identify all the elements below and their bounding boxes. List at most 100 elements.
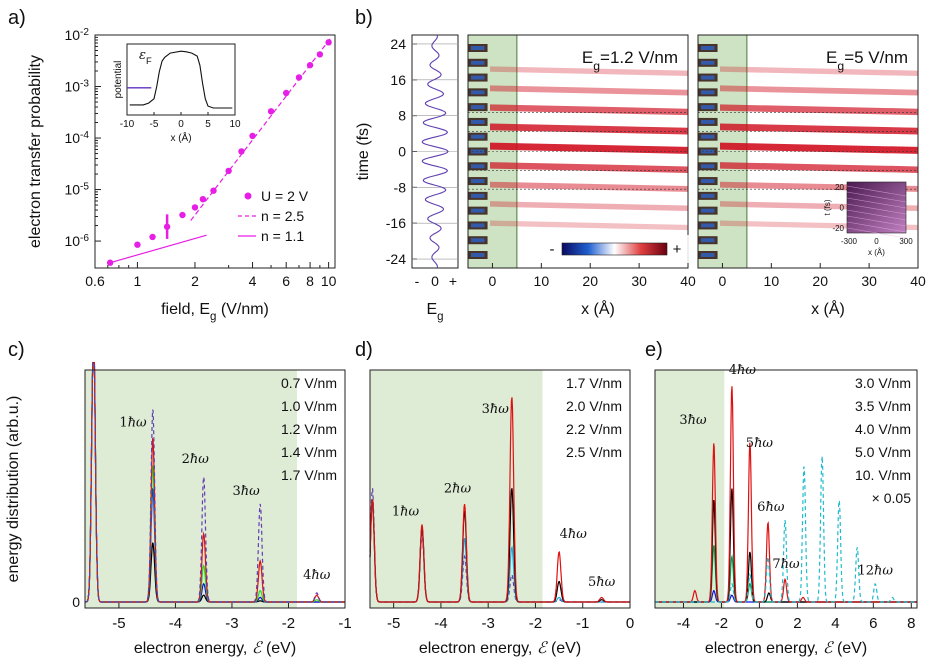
- emission-band: [490, 104, 688, 116]
- metal-stripe-inner: [701, 45, 715, 50]
- x-tick-label-e: -4: [677, 615, 690, 632]
- spectrum-line-e-4: [655, 456, 917, 603]
- y-axis-label-a: electron transfer probability: [27, 55, 44, 248]
- legend-label-e-1: 3.5 V/nm: [855, 398, 911, 414]
- y-tick-label-b: 8: [398, 108, 406, 124]
- field-waveform: [421, 34, 449, 269]
- emission-band: [490, 142, 688, 154]
- x-axis-label-c: electron energy, ℰ (eV): [134, 638, 296, 657]
- metal-stripe-inner: [701, 208, 715, 213]
- y-tick-label-b: 24: [390, 36, 406, 52]
- emission-band: [490, 123, 688, 135]
- emission-band: [720, 104, 918, 116]
- inset-potential-curve: [129, 50, 233, 109]
- data-point-a: [134, 241, 141, 248]
- y-axis-label-b: time (fs): [355, 123, 372, 181]
- shaded-region-c: [85, 370, 297, 608]
- inset-stripe: [846, 227, 907, 239]
- data-point-a: [179, 211, 186, 219]
- metal-stripe-inner: [471, 75, 485, 80]
- x-tick-label-a: 10: [321, 273, 337, 289]
- inset-b-y-tick-label: -20: [832, 224, 844, 233]
- colorbar-minus-label: -: [550, 241, 555, 258]
- legend-label-e-4: 10. V/nm: [855, 467, 911, 483]
- colorbar-plus-label: +: [673, 241, 682, 258]
- y-tick-label-b: -24: [386, 251, 406, 267]
- harmonic-label-c: 2ħω: [182, 452, 210, 467]
- harmonic-label-d: 4ħω: [560, 527, 588, 542]
- inset-b-x-tick-label: 0: [874, 237, 879, 246]
- y-tick-label-b: 0: [398, 144, 406, 160]
- x-tick-label-c: -3: [225, 615, 238, 632]
- x-tick-label-a: 0.6: [85, 273, 105, 289]
- map-x-tick-label: 40: [910, 273, 926, 289]
- metal-stripe-inner: [701, 253, 715, 258]
- data-point-a: [306, 61, 314, 69]
- x-tick-label-a: 6: [282, 273, 290, 289]
- data-point-a: [191, 204, 199, 211]
- inset-stripe: [846, 191, 907, 203]
- metal-stripe-inner: [471, 119, 485, 124]
- map-x-tick-label: 0: [719, 273, 727, 289]
- metal-stripe-inner: [701, 164, 715, 169]
- legend-label-d-2: 2.2 V/nm: [566, 421, 622, 437]
- x-tick-label-e: 6: [869, 615, 877, 632]
- emission-band: [720, 123, 918, 135]
- metal-stripe-inner: [701, 134, 715, 139]
- metal-stripe-inner: [471, 105, 485, 110]
- legend-label-e-3: 5.0 V/nm: [855, 444, 911, 460]
- metal-stripe-inner: [471, 45, 485, 50]
- spectrum-line-d-3: [369, 397, 630, 603]
- map-x-axis-label: x (Å): [811, 299, 845, 318]
- inset-fermi-label: εF: [139, 48, 152, 66]
- map-frame-1: [697, 34, 919, 269]
- y-tick-label-b: -8: [394, 179, 407, 195]
- x-tick-label-d: -4: [434, 615, 447, 632]
- emission-band: [490, 181, 688, 192]
- panel-c: c) -5 -4 -3 -2 -1 electron energy, ℰ (eV) 0 ener…: [5, 339, 352, 657]
- harmonic-label-d: 5ħω: [588, 575, 616, 590]
- x-tick-label-c: -1: [338, 615, 351, 632]
- inset-b-y-label: t (fs): [823, 199, 832, 215]
- legend-label-n11: n = 1.1: [261, 228, 304, 244]
- harmonic-label-e: 12ħω: [857, 564, 893, 579]
- map-x-tick-label: 40: [680, 273, 696, 289]
- x-tick-label-e: -2: [715, 615, 728, 632]
- legend-label-d-3: 2.5 V/nm: [566, 444, 622, 460]
- data-point-a: [149, 233, 156, 241]
- map-x-tick-label: 30: [861, 273, 877, 289]
- emission-band: [720, 66, 918, 77]
- metal-stripe-inner: [471, 253, 485, 258]
- harmonic-label-e: 5ħω: [746, 436, 774, 451]
- y-axis-label-c: energy distribution (arb.u.): [5, 396, 22, 583]
- map-x-tick-label: 10: [764, 273, 780, 289]
- emission-band: [490, 66, 688, 77]
- harmonic-label-e: 7ħω: [772, 557, 800, 572]
- x-axis-label-a: field, Eg (V/nm): [161, 301, 269, 323]
- field-tick-label: +: [449, 273, 457, 289]
- map-x-tick-label: 20: [812, 273, 828, 289]
- metal-stripe-inner: [471, 90, 485, 95]
- data-point-a: [295, 74, 303, 81]
- field-axis-label: Eg: [426, 301, 443, 323]
- metal-stripe-inner: [701, 90, 715, 95]
- x-tick-label-d: -1: [576, 615, 589, 632]
- y-tick-label-b: 16: [390, 72, 406, 88]
- legend-label-c-4: 1.7 V/nm: [281, 467, 337, 483]
- x-tick-label-d: -5: [387, 615, 400, 632]
- harmonic-label-e: 4ħω: [729, 363, 757, 378]
- plot-frame-e: [654, 369, 918, 609]
- inset-stripe: [846, 185, 907, 197]
- y-tick-label-a: 10-2: [64, 27, 89, 44]
- y-tick-label-a: 10-5: [64, 181, 89, 198]
- metal-stripe-inner: [701, 193, 715, 198]
- fit-line-n11: [109, 234, 207, 264]
- x-tick-label-c: -4: [169, 615, 182, 632]
- x-tick-label-c: -2: [282, 615, 295, 632]
- scale-note-e: × 0.05: [872, 490, 912, 506]
- inset-frame-a: [126, 43, 236, 116]
- emission-band: [720, 162, 918, 173]
- inset-x-tick-label: 0: [178, 119, 184, 130]
- metal-stripe-inner: [701, 238, 715, 243]
